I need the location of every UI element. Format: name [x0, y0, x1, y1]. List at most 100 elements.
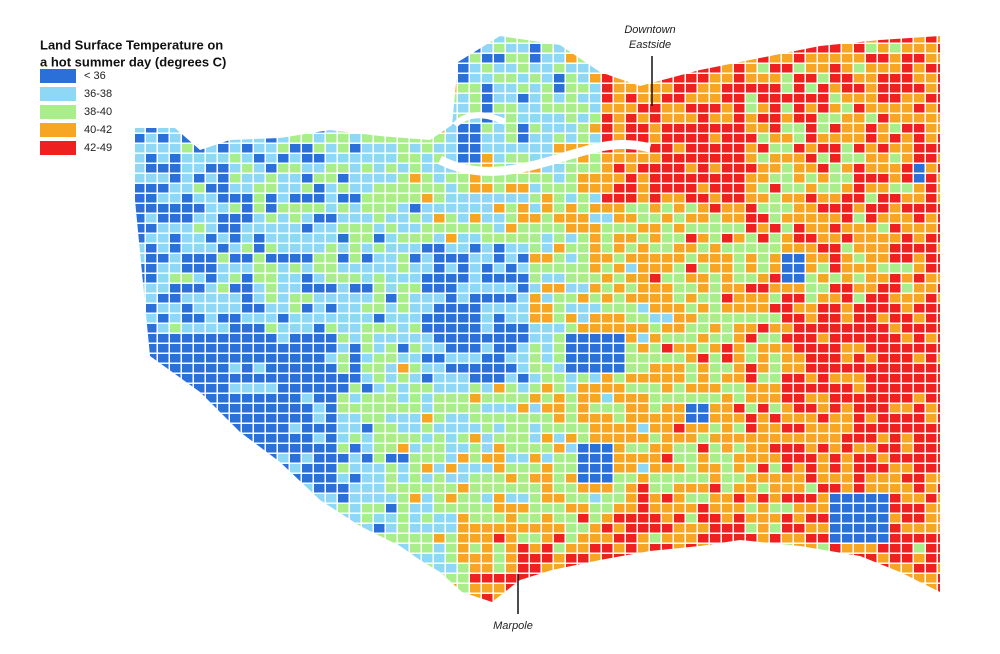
city-block — [458, 174, 469, 183]
city-block — [254, 334, 265, 343]
city-block — [674, 374, 685, 383]
city-block — [866, 484, 877, 493]
city-block — [566, 494, 577, 503]
city-block — [314, 124, 325, 133]
city-block — [758, 354, 769, 363]
city-block — [458, 104, 469, 113]
city-block — [458, 504, 469, 513]
city-block — [914, 94, 925, 103]
city-block — [135, 234, 145, 243]
city-block — [890, 354, 901, 363]
city-block — [854, 554, 865, 563]
city-block — [146, 474, 157, 483]
city-block — [458, 224, 469, 233]
city-block — [602, 134, 613, 143]
city-block — [290, 554, 301, 563]
city-block — [854, 74, 865, 83]
city-block — [674, 274, 685, 283]
city-block — [806, 254, 817, 263]
city-block — [770, 36, 781, 43]
city-block — [458, 94, 469, 103]
city-block — [914, 114, 925, 123]
city-block — [926, 214, 937, 223]
city-block — [590, 444, 601, 453]
city-block — [242, 284, 253, 293]
city-block — [266, 264, 277, 273]
city-block — [182, 174, 193, 183]
city-block — [890, 484, 901, 493]
city-block — [135, 344, 145, 353]
city-block — [662, 394, 673, 403]
city-block — [782, 264, 793, 273]
city-block — [194, 434, 205, 443]
city-block — [674, 594, 685, 602]
city-block — [338, 304, 349, 313]
city-block — [362, 124, 373, 133]
city-block — [254, 114, 265, 123]
city-block — [398, 344, 409, 353]
city-block — [554, 444, 565, 453]
city-block — [194, 364, 205, 373]
city-block — [746, 184, 757, 193]
city-block — [326, 264, 337, 273]
city-block — [806, 434, 817, 443]
city-block — [566, 544, 577, 553]
city-block — [422, 124, 433, 133]
city-block — [470, 334, 481, 343]
city-block — [422, 54, 433, 63]
city-block — [326, 36, 337, 43]
city-block — [146, 294, 157, 303]
city-block — [458, 494, 469, 503]
city-block — [854, 344, 865, 353]
city-block — [218, 284, 229, 293]
city-block — [194, 454, 205, 463]
city-block — [135, 434, 145, 443]
city-block — [182, 134, 193, 143]
city-block — [398, 314, 409, 323]
city-block — [866, 224, 877, 233]
city-block — [842, 84, 853, 93]
city-block — [386, 514, 397, 523]
city-block — [374, 494, 385, 503]
city-block — [170, 84, 181, 93]
city-block — [230, 354, 241, 363]
city-block — [638, 234, 649, 243]
city-block — [554, 574, 565, 583]
legend-swatch — [40, 123, 76, 137]
city-block — [182, 534, 193, 543]
city-block — [506, 84, 517, 93]
city-block — [866, 154, 877, 163]
city-block — [782, 464, 793, 473]
city-block — [722, 384, 733, 393]
city-block — [794, 444, 805, 453]
city-block — [818, 114, 829, 123]
city-block — [722, 114, 733, 123]
city-block — [662, 244, 673, 253]
city-block — [758, 444, 769, 453]
city-block — [482, 374, 493, 383]
city-block — [674, 264, 685, 273]
legend-swatch — [40, 69, 76, 83]
city-block — [686, 354, 697, 363]
city-block — [362, 174, 373, 183]
city-block — [734, 244, 745, 253]
city-block — [434, 354, 445, 363]
city-block — [434, 134, 445, 143]
city-block — [386, 234, 397, 243]
city-block — [794, 294, 805, 303]
city-block — [542, 544, 553, 553]
city-block — [698, 114, 709, 123]
city-block — [566, 324, 577, 333]
city-block — [722, 544, 733, 553]
city-block — [938, 224, 940, 233]
city-block — [338, 224, 349, 233]
city-block — [254, 284, 265, 293]
city-block — [290, 534, 301, 543]
city-block — [542, 234, 553, 243]
city-block — [914, 564, 925, 573]
city-block — [782, 474, 793, 483]
city-block — [890, 584, 901, 593]
city-block — [686, 274, 697, 283]
city-block — [542, 254, 553, 263]
city-block — [890, 534, 901, 543]
